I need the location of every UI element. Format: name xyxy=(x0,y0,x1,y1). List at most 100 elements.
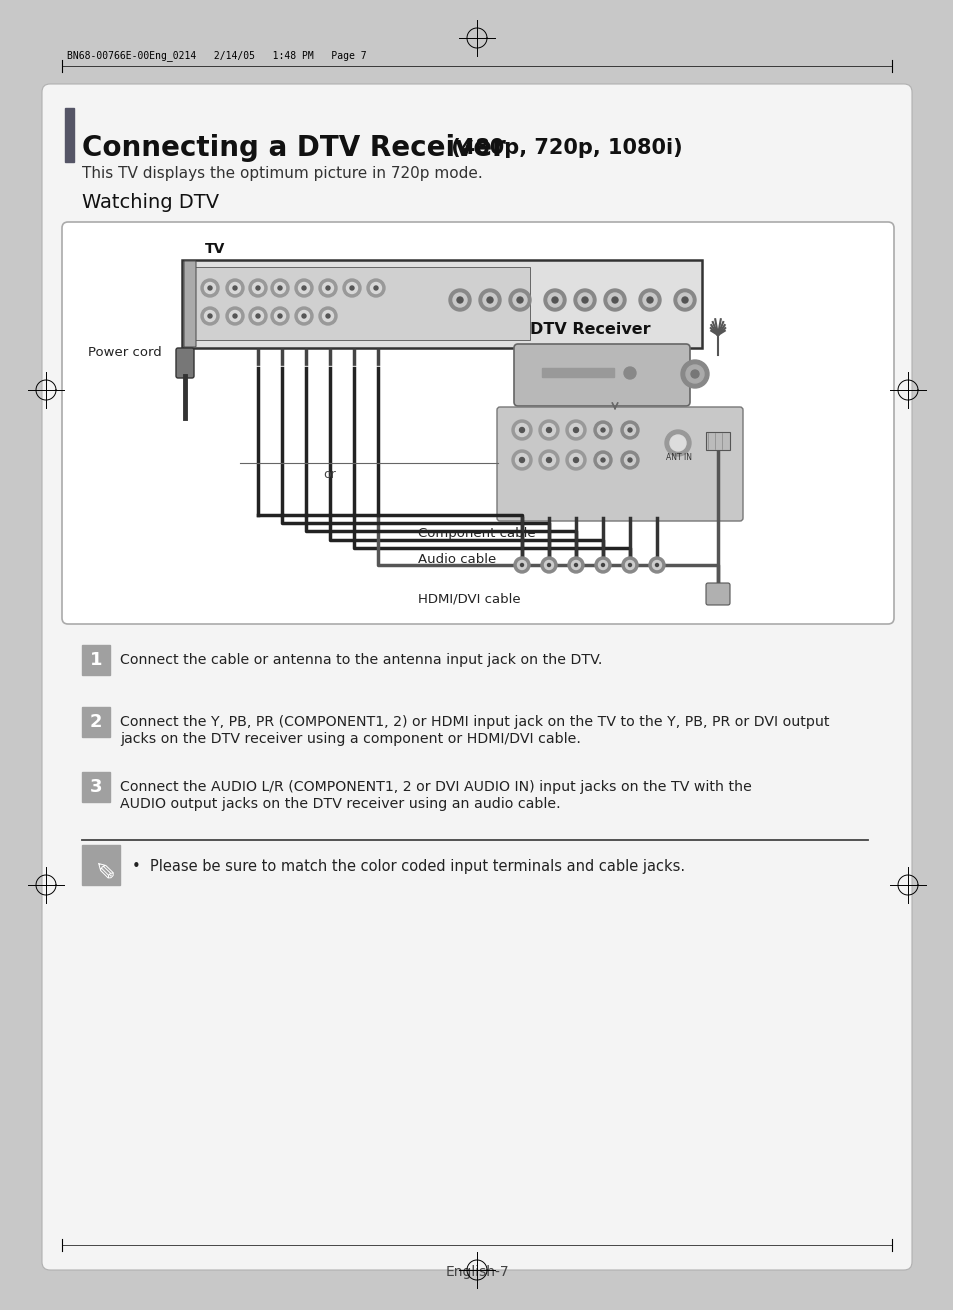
Circle shape xyxy=(624,455,635,465)
Circle shape xyxy=(326,286,330,290)
Circle shape xyxy=(581,297,587,303)
Text: Connecting a DTV Receiver: Connecting a DTV Receiver xyxy=(82,134,505,162)
Circle shape xyxy=(253,310,263,321)
Circle shape xyxy=(540,557,557,572)
Circle shape xyxy=(627,458,631,462)
Circle shape xyxy=(255,286,260,290)
Circle shape xyxy=(547,293,561,307)
Circle shape xyxy=(230,310,240,321)
Circle shape xyxy=(612,297,618,303)
Circle shape xyxy=(543,290,565,310)
Circle shape xyxy=(482,293,497,307)
Circle shape xyxy=(226,307,244,325)
Circle shape xyxy=(255,314,260,318)
Text: Component cable: Component cable xyxy=(417,527,535,540)
Text: Connect the AUDIO L/R (COMPONENT1, 2 or DVI AUDIO IN) input jacks on the TV with: Connect the AUDIO L/R (COMPONENT1, 2 or … xyxy=(120,779,751,794)
FancyBboxPatch shape xyxy=(514,345,689,406)
Bar xyxy=(82,645,110,675)
Circle shape xyxy=(594,421,612,439)
FancyBboxPatch shape xyxy=(497,407,742,521)
Text: DTV Receiver: DTV Receiver xyxy=(530,322,650,337)
Circle shape xyxy=(600,428,604,432)
Circle shape xyxy=(343,279,360,297)
Circle shape xyxy=(685,365,703,383)
Text: AUDIO output jacks on the DTV receiver using an audio cable.: AUDIO output jacks on the DTV receiver u… xyxy=(120,796,560,811)
Circle shape xyxy=(603,290,625,310)
Circle shape xyxy=(669,435,685,451)
Circle shape xyxy=(655,563,658,566)
Bar xyxy=(82,845,120,886)
Circle shape xyxy=(294,279,313,297)
Circle shape xyxy=(515,453,528,466)
Circle shape xyxy=(230,283,240,293)
Text: ANT IN: ANT IN xyxy=(665,453,691,462)
Circle shape xyxy=(453,293,467,307)
Circle shape xyxy=(569,453,582,466)
Text: Power cord: Power cord xyxy=(88,346,162,359)
Circle shape xyxy=(201,307,219,325)
Circle shape xyxy=(538,451,558,470)
Circle shape xyxy=(573,457,578,462)
Circle shape xyxy=(302,314,306,318)
Text: (480p, 720p, 1080i): (480p, 720p, 1080i) xyxy=(443,138,682,159)
Circle shape xyxy=(519,427,524,432)
Circle shape xyxy=(625,561,634,570)
Text: Connect the cable or antenna to the antenna input jack on the DTV.: Connect the cable or antenna to the ante… xyxy=(120,652,601,667)
Circle shape xyxy=(249,279,267,297)
Circle shape xyxy=(573,427,578,432)
Circle shape xyxy=(277,286,282,290)
Circle shape xyxy=(486,297,493,303)
Circle shape xyxy=(621,557,638,572)
Circle shape xyxy=(678,293,691,307)
FancyBboxPatch shape xyxy=(705,583,729,605)
Text: HDMI/DVI cable: HDMI/DVI cable xyxy=(417,593,520,607)
Bar xyxy=(82,707,110,738)
Circle shape xyxy=(664,430,690,456)
Circle shape xyxy=(598,561,607,570)
Circle shape xyxy=(546,427,551,432)
Text: TV: TV xyxy=(205,242,225,255)
Circle shape xyxy=(322,310,334,321)
Circle shape xyxy=(571,561,579,570)
Circle shape xyxy=(201,279,219,297)
Circle shape xyxy=(322,283,334,293)
Circle shape xyxy=(509,290,531,310)
Circle shape xyxy=(478,290,500,310)
Circle shape xyxy=(277,314,282,318)
Circle shape xyxy=(517,561,526,570)
Circle shape xyxy=(294,307,313,325)
Circle shape xyxy=(302,286,306,290)
Circle shape xyxy=(652,561,660,570)
Circle shape xyxy=(204,310,215,321)
Circle shape xyxy=(542,453,555,466)
Circle shape xyxy=(253,283,263,293)
Circle shape xyxy=(567,557,583,572)
Circle shape xyxy=(512,451,532,470)
Circle shape xyxy=(520,563,523,566)
Bar xyxy=(65,107,74,162)
Circle shape xyxy=(569,423,582,436)
Bar xyxy=(705,432,729,451)
Circle shape xyxy=(298,310,309,321)
Circle shape xyxy=(690,369,699,379)
Circle shape xyxy=(271,307,289,325)
Circle shape xyxy=(517,297,522,303)
Circle shape xyxy=(542,423,555,436)
Circle shape xyxy=(249,307,267,325)
Circle shape xyxy=(544,561,553,570)
Circle shape xyxy=(673,290,696,310)
Circle shape xyxy=(513,293,526,307)
Circle shape xyxy=(646,297,652,303)
Circle shape xyxy=(346,283,357,293)
FancyBboxPatch shape xyxy=(62,221,893,624)
Circle shape xyxy=(623,367,636,379)
Circle shape xyxy=(565,451,585,470)
FancyBboxPatch shape xyxy=(184,261,195,347)
Circle shape xyxy=(367,279,385,297)
FancyBboxPatch shape xyxy=(42,84,911,1269)
Circle shape xyxy=(607,293,621,307)
Circle shape xyxy=(627,428,631,432)
Circle shape xyxy=(204,283,215,293)
Text: jacks on the DTV receiver using a component or HDMI/DVI cable.: jacks on the DTV receiver using a compon… xyxy=(120,732,580,745)
Circle shape xyxy=(597,424,608,435)
